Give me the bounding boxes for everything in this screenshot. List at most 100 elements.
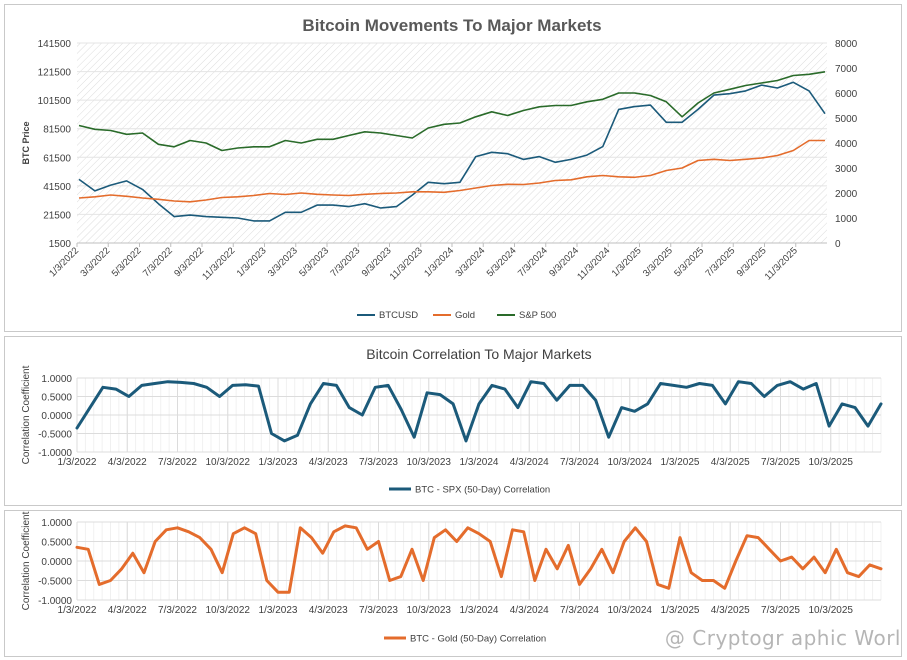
y-tick-label: 41500 — [43, 182, 71, 193]
x-tick-label: 1/3/2023 — [259, 457, 298, 468]
x-tick-label: 4/3/2023 — [309, 605, 348, 616]
movements-chart: Bitcoin Movements To Major Markets 141500… — [21, 16, 858, 321]
y-tick-label: -0.5000 — [38, 430, 72, 441]
y-tick-label: 0.5000 — [41, 393, 72, 404]
legend-label: BTCUSD — [379, 310, 418, 321]
x-tick-label: 10/3/2022 — [206, 457, 251, 468]
spx-correlation-chart: Bitcoin Correlation To Major Markets 1.00… — [21, 346, 883, 496]
x-tick-label: 7/3/2024 — [516, 245, 550, 279]
x-tick-label: 5/3/2022 — [110, 245, 144, 279]
x-tick-label: 7/3/2025 — [761, 605, 800, 616]
y2-tick-label: 6000 — [835, 89, 858, 100]
chart-title: Bitcoin Movements To Major Markets — [302, 16, 601, 35]
x-tick-label: 3/3/2023 — [266, 245, 300, 279]
y-tick-label: 0.0000 — [41, 411, 72, 422]
x-tick-label: 10/3/2023 — [407, 605, 452, 616]
legend-label: BTC - Gold (50-Day) Correlation — [410, 634, 546, 645]
movements-chart-panel: Bitcoin Movements To Major Markets 141500… — [4, 4, 902, 332]
x-tick-label: 7/3/2024 — [560, 605, 599, 616]
spx-correlation-chart-panel: Bitcoin Correlation To Major Markets 1.00… — [4, 336, 902, 506]
x-tick-label: 11/3/2024 — [575, 245, 612, 282]
x-tick-label: 1/3/2023 — [259, 605, 298, 616]
y-tick-label: 81500 — [43, 125, 71, 136]
x-tick-label: 1/3/2022 — [58, 457, 97, 468]
series-line-correlation — [75, 380, 883, 443]
x-tick-label: 3/3/2025 — [641, 245, 675, 279]
y2-tick-label: 8000 — [835, 39, 858, 50]
x-tick-label: 10/3/2022 — [206, 605, 251, 616]
legend-label: S&P 500 — [519, 310, 556, 321]
y-tick-label: 1500 — [49, 239, 72, 250]
x-tick-label: 1/3/2022 — [47, 245, 81, 279]
x-tick-label: 10/3/2023 — [407, 457, 452, 468]
y2-tick-label: 3000 — [835, 164, 858, 175]
chart-title: Bitcoin Correlation To Major Markets — [366, 346, 591, 362]
y2-tick-label: 4000 — [835, 139, 858, 150]
y2-tick-label: 1000 — [835, 214, 858, 225]
x-tick-label: 5/3/2024 — [485, 245, 519, 279]
x-tick-label: 11/3/2022 — [200, 245, 237, 282]
y2-tick-label: 2000 — [835, 189, 858, 200]
series-line-correlation — [75, 524, 883, 594]
x-tick-label: 7/3/2023 — [359, 457, 398, 468]
x-tick-label: 10/3/2024 — [608, 605, 653, 616]
x-tick-label: 4/3/2022 — [108, 457, 147, 468]
y-tick-label: 141500 — [38, 39, 72, 50]
x-tick-label: 7/3/2025 — [761, 457, 800, 468]
x-tick-label: 1/3/2024 — [460, 605, 499, 616]
y-tick-label: 1.0000 — [41, 374, 72, 385]
y-tick-label: 101500 — [38, 96, 72, 107]
series-line-s-p-500 — [78, 71, 826, 152]
x-tick-label: 1/3/2025 — [610, 245, 644, 279]
x-tick-label: 4/3/2025 — [711, 457, 750, 468]
x-tick-label: 11/3/2025 — [763, 245, 800, 282]
x-tick-label: 11/3/2023 — [388, 245, 425, 282]
x-tick-label: 4/3/2024 — [510, 605, 549, 616]
legend-label: Gold — [455, 310, 475, 321]
x-tick-label: 10/3/2024 — [608, 457, 653, 468]
x-tick-label: 5/3/2023 — [297, 245, 331, 279]
x-tick-label: 7/3/2022 — [158, 457, 197, 468]
x-tick-label: 4/3/2025 — [711, 605, 750, 616]
x-tick-label: 4/3/2023 — [309, 457, 348, 468]
y-tick-label: 61500 — [43, 153, 71, 164]
y-tick-label: 121500 — [38, 68, 72, 79]
x-tick-label: 4/3/2024 — [510, 457, 549, 468]
y-tick-label: 1.0000 — [41, 518, 72, 529]
gold-correlation-chart: 1.0000 0.5000 0.0000 -0.5000 -1.0000 Correlat… — [21, 511, 883, 645]
x-tick-label: 1/3/2025 — [661, 457, 700, 468]
x-tick-label: 1/3/2024 — [422, 245, 456, 279]
x-tick-label: 3/3/2024 — [453, 245, 487, 279]
x-tick-label: 7/3/2022 — [158, 605, 197, 616]
x-tick-label: 1/3/2024 — [460, 457, 499, 468]
x-tick-label: 5/3/2025 — [672, 245, 706, 279]
y-tick-label: -1.0000 — [38, 596, 72, 607]
y-tick-label: 21500 — [43, 210, 71, 221]
x-tick-label: 1/3/2022 — [58, 605, 97, 616]
y-axis-label: Correlation Coefficient — [21, 511, 32, 610]
x-tick-label: 7/3/2023 — [328, 245, 362, 279]
x-tick-label: 7/3/2022 — [141, 245, 175, 279]
y-tick-label: -0.5000 — [38, 577, 72, 588]
y2-tick-label: 7000 — [835, 64, 858, 75]
legend-label: BTC - SPX (50-Day) Correlation — [415, 485, 550, 496]
series-line-btcusd — [78, 81, 826, 222]
y2-tick-label: 5000 — [835, 114, 858, 125]
y2-tick-label: 0 — [835, 239, 841, 250]
gold-correlation-chart-panel: 1.0000 0.5000 0.0000 -0.5000 -1.0000 Correlat… — [4, 510, 902, 657]
watermark: @ Cryptogr aphic Worl — [664, 626, 901, 650]
y-axis-label: Correlation Coefficient — [21, 365, 32, 464]
x-tick-label: 7/3/2024 — [560, 457, 599, 468]
x-tick-label: 4/3/2022 — [108, 605, 147, 616]
x-tick-label: 10/3/2025 — [809, 605, 854, 616]
y-tick-label: -1.0000 — [38, 448, 72, 459]
x-tick-label: 7/3/2025 — [703, 245, 737, 279]
x-tick-label: 1/3/2023 — [235, 245, 269, 279]
x-tick-label: 10/3/2025 — [809, 457, 854, 468]
y-axis-label: BTC Price — [21, 121, 31, 164]
y-tick-label: 0.0000 — [41, 557, 72, 568]
x-tick-label: 7/3/2023 — [359, 605, 398, 616]
series-line-gold — [78, 139, 825, 203]
plot-area — [77, 43, 827, 243]
x-tick-label: 3/3/2022 — [78, 245, 112, 279]
